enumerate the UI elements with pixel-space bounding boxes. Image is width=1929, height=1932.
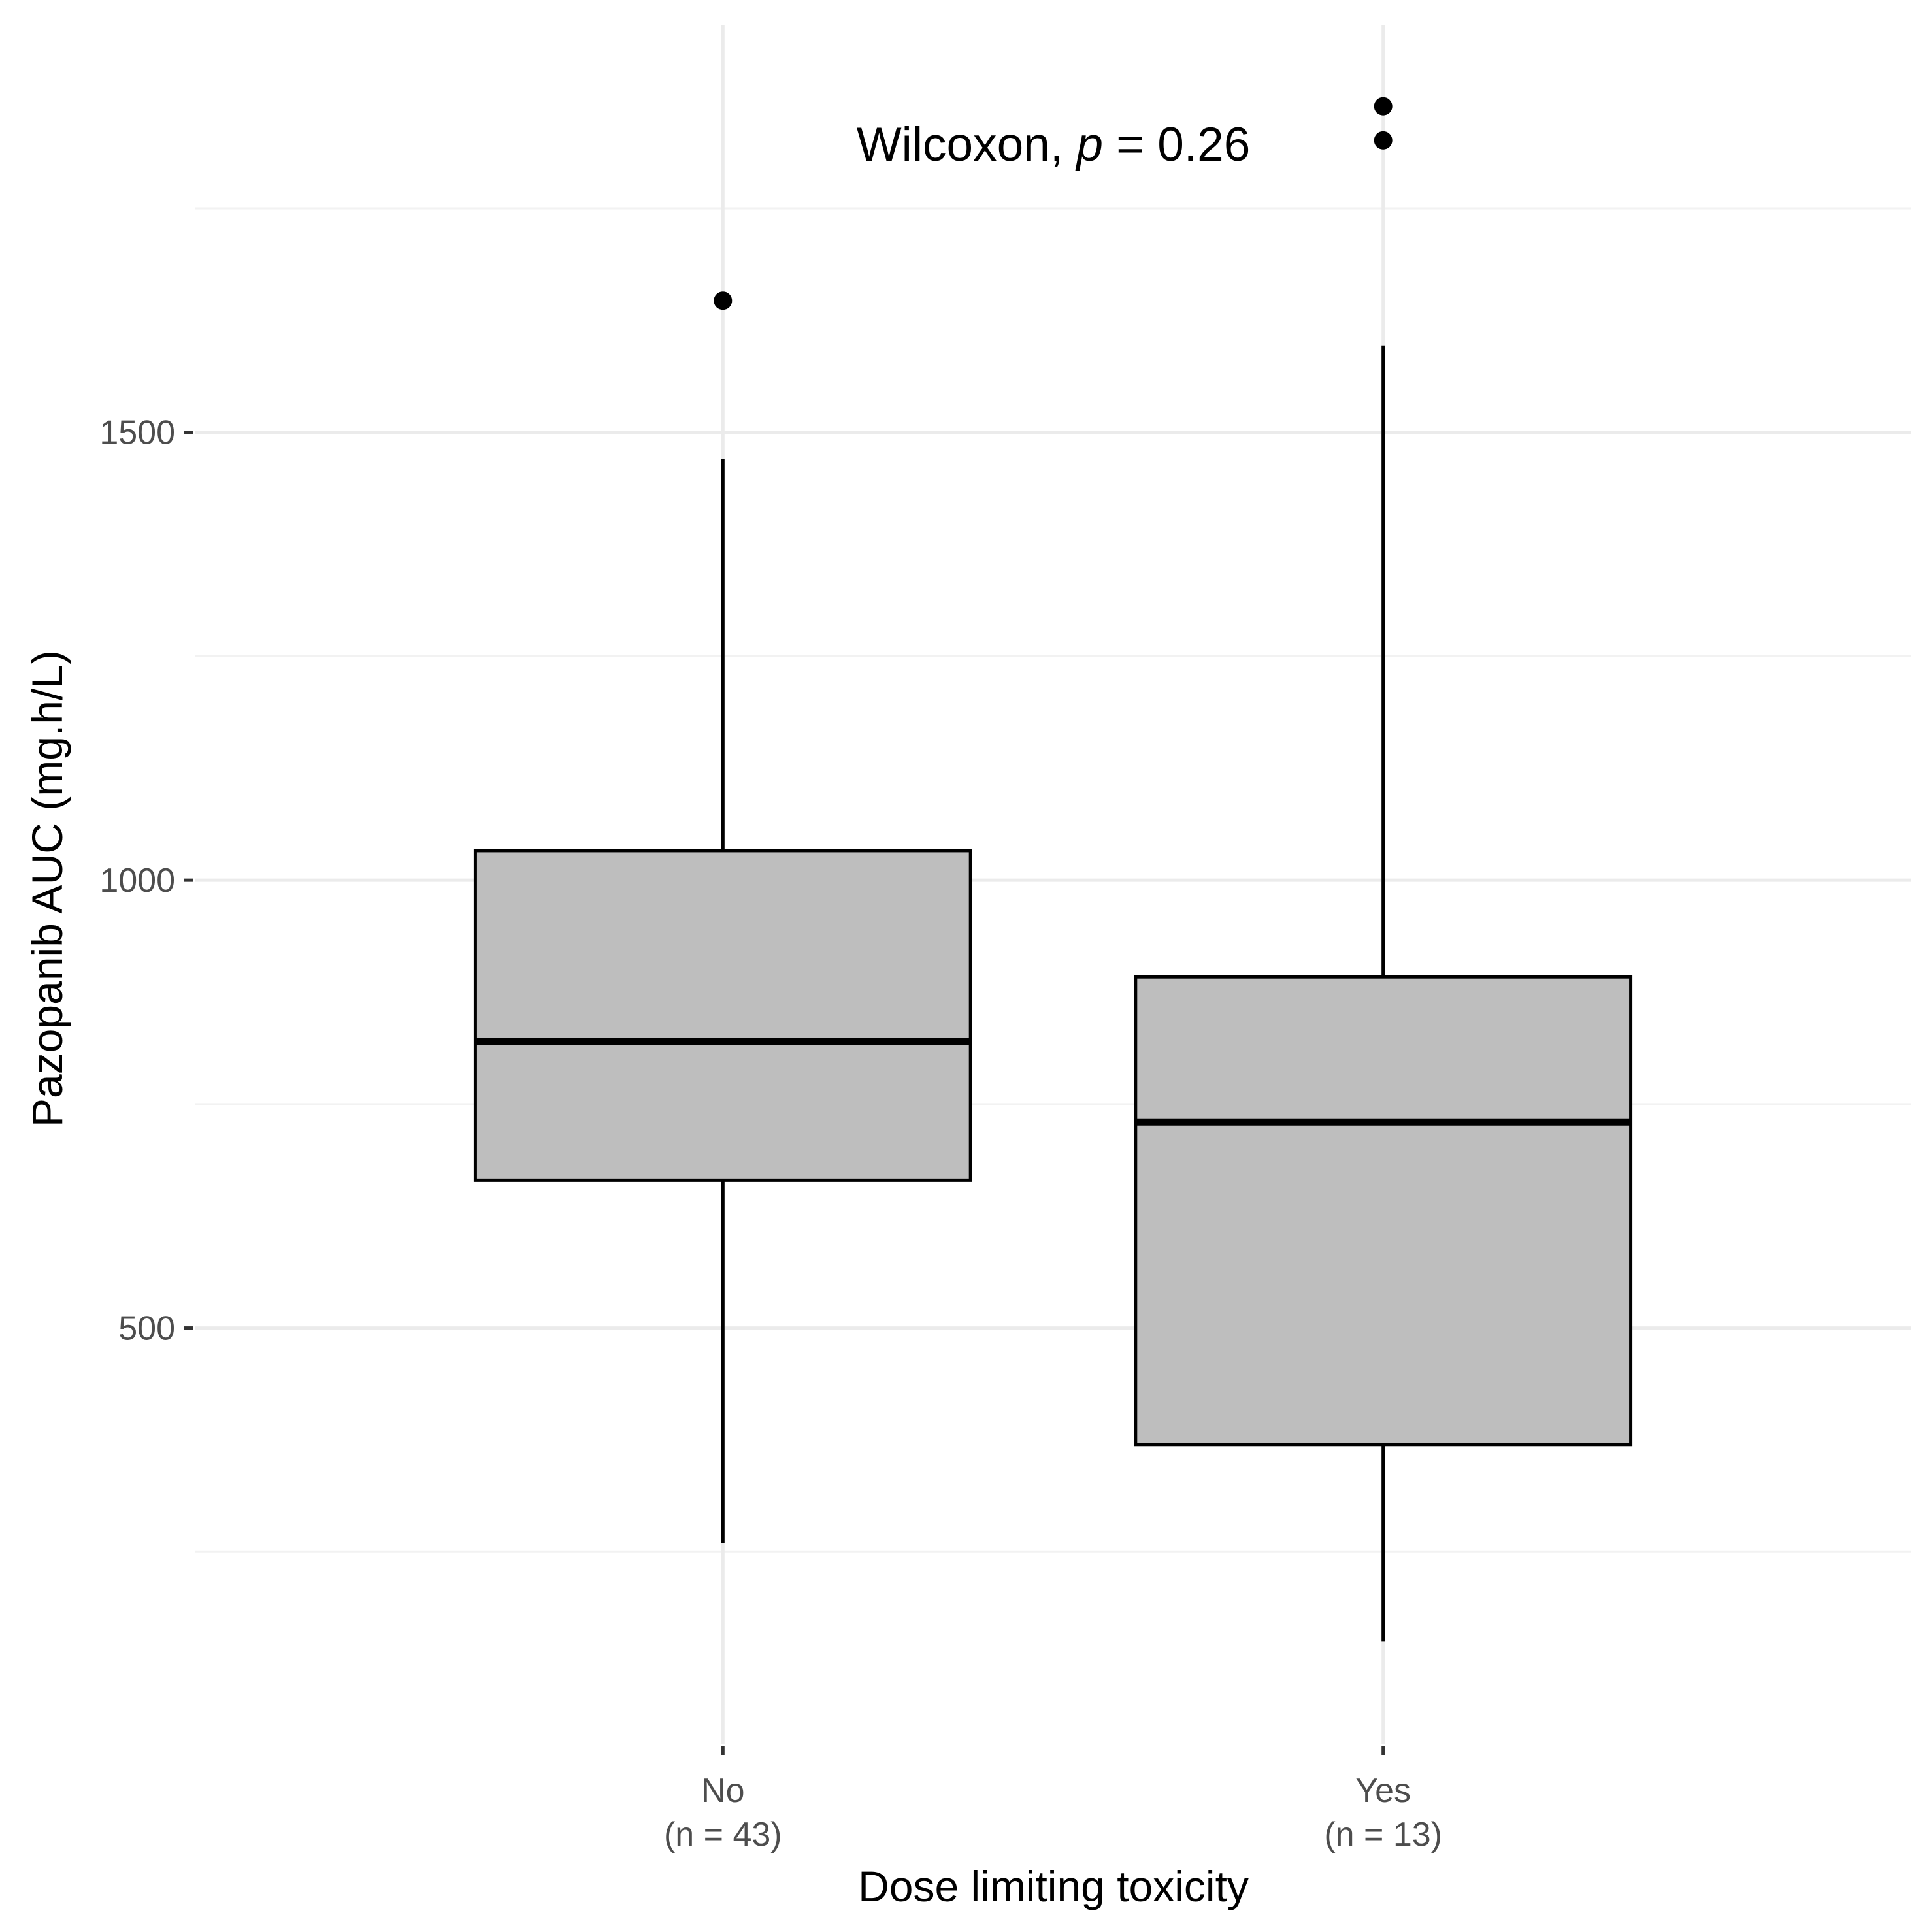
box-iqr [1134,975,1633,1447]
outlier-point [1374,131,1393,150]
outlier-point [714,291,733,310]
axis-layer: 500 1000 1500 No (n = 43) Yes (n = 13) [99,414,1442,1854]
x-tick-label: Yes [1355,1772,1411,1810]
y-tick-label: 1500 [99,414,175,452]
y-tick-label: 500 [118,1310,175,1348]
box-group-yes [1134,97,1633,1642]
box-layer [473,97,1633,1642]
outlier-point [1374,97,1393,116]
annotation-suffix: = 0.26 [1103,118,1250,171]
x-tick-label: No [701,1772,744,1810]
annotation-p-symbol: p [1075,118,1103,171]
x-tick-sublabel: (n = 43) [664,1816,782,1854]
y-tick-label: 1000 [99,862,175,900]
x-axis-title: Dose limiting toxicity [858,1862,1249,1910]
wilcoxon-annotation: Wilcoxon, p = 0.26 [857,118,1251,171]
y-axis-title: Pazopanib AUC (mg.h/L) [23,650,71,1127]
x-tick-sublabel: (n = 13) [1324,1816,1442,1854]
box-group-no [473,291,972,1543]
box-iqr [473,849,972,1182]
annotation-prefix: Wilcoxon, [857,118,1077,171]
grid-layer [195,25,1911,1744]
